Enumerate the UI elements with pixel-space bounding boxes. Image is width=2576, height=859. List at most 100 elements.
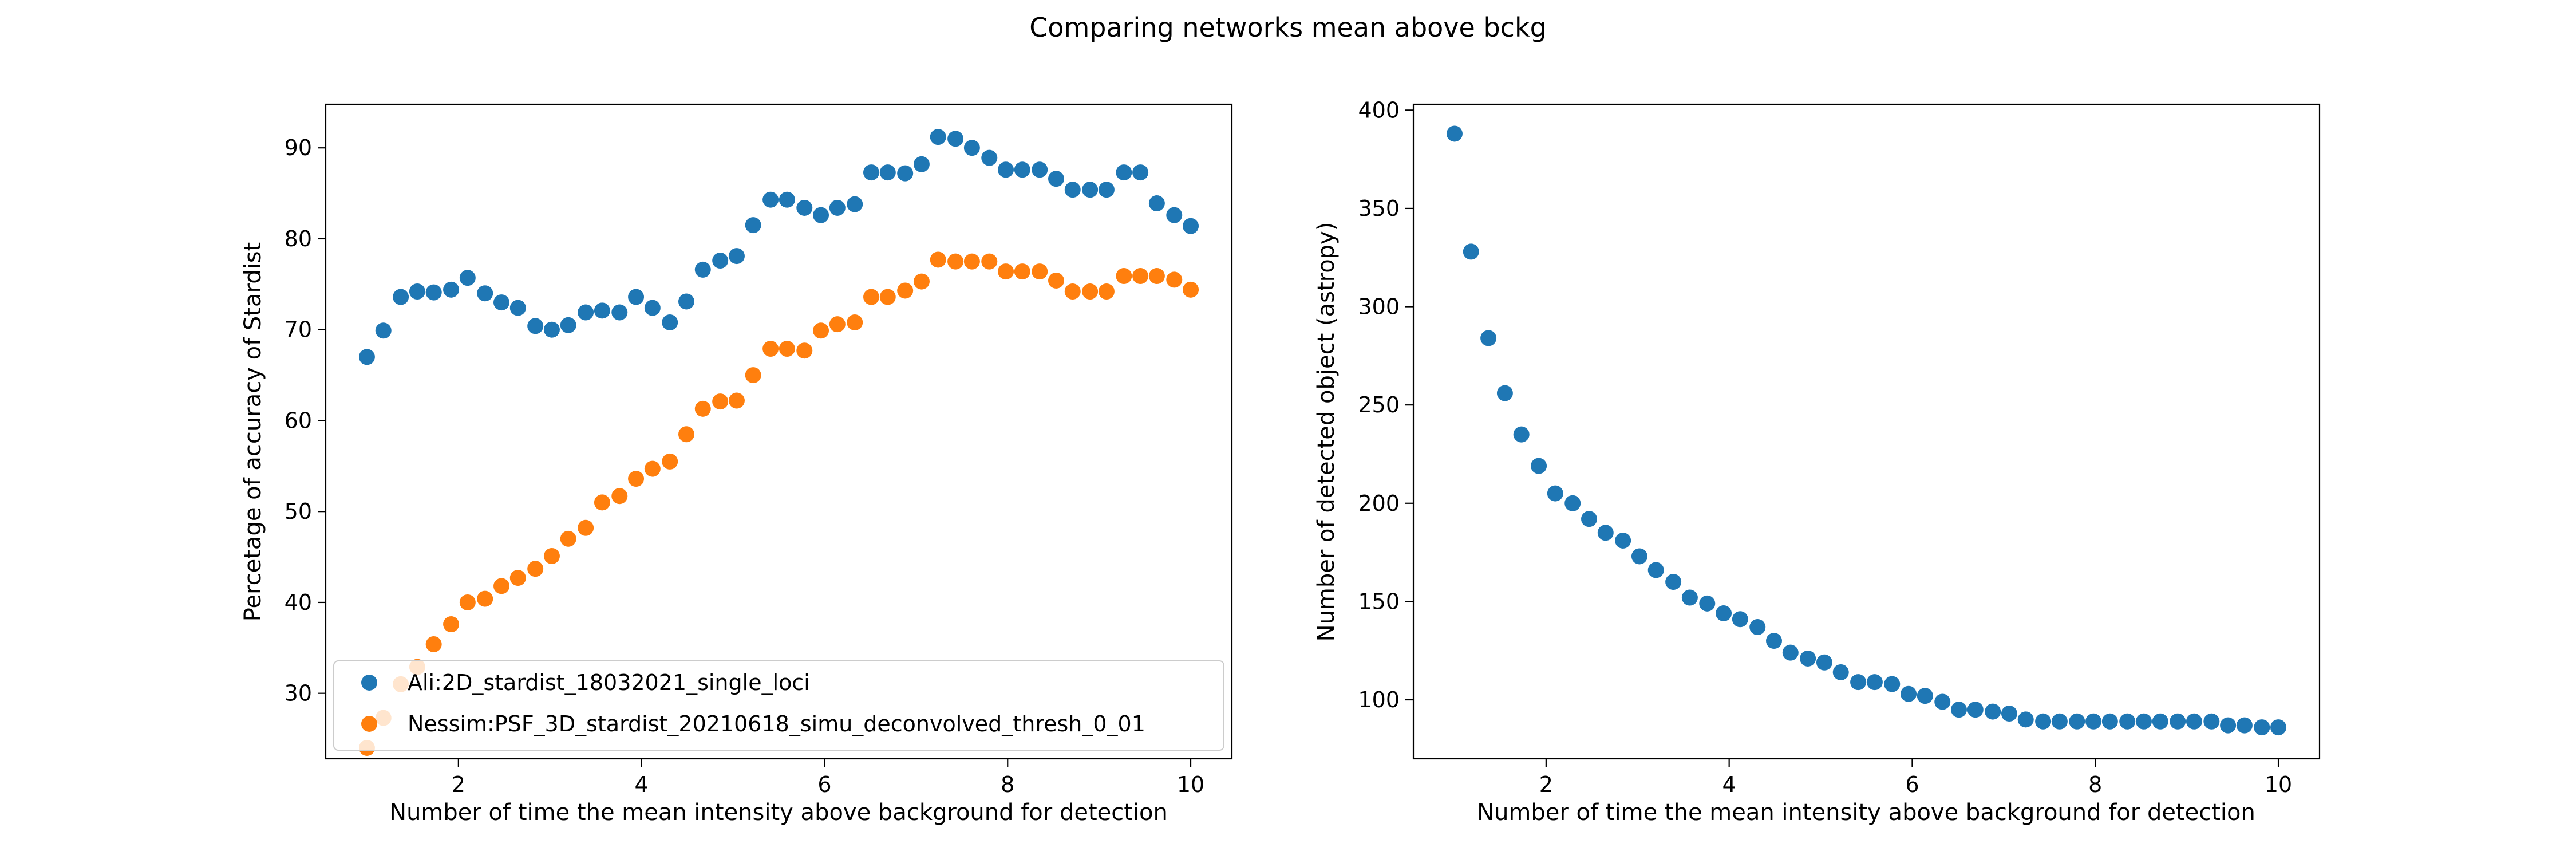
accuracy-series-0-point (1183, 218, 1199, 234)
accuracy-series-1-point (813, 322, 829, 339)
accuracy-series-0-point (947, 131, 964, 147)
accuracy-series-0-point (425, 284, 442, 301)
detection-series-0-point (1647, 562, 1664, 578)
detection-series-0-point (1631, 548, 1647, 565)
detection-series-0-point (1985, 703, 2001, 720)
accuracy-series-1-point (493, 578, 510, 594)
detection-series-0-point (1934, 693, 1951, 710)
accuracy-series-0-point (762, 191, 779, 208)
detection-y-axis-label: Number of detected object (astropy) (1313, 222, 1340, 642)
accuracy-series-0-point (1048, 171, 1064, 187)
accuracy-series-0-point (493, 294, 510, 311)
accuracy-series-1-point (611, 488, 628, 505)
accuracy-legend: Ali:2D_stardist_18032021_single_loci Nes… (333, 660, 1224, 751)
detection-series-0-point (1884, 676, 1901, 692)
accuracy-series-0-point (813, 207, 829, 223)
accuracy-series-1-point (644, 460, 661, 477)
accuracy-series-0-point (662, 314, 678, 330)
detection-x-tick-label: 4 (1722, 772, 1736, 797)
accuracy-series-1-point (594, 494, 610, 511)
detection-series-0-point (1446, 125, 1463, 142)
accuracy-series-0-point (1098, 182, 1115, 198)
accuracy-series-1-point (1082, 283, 1099, 300)
detection-series-0-point (2051, 713, 2068, 730)
detection-series-0-point (2101, 713, 2118, 730)
accuracy-y-tick-label: 50 (285, 499, 312, 524)
detection-series-0-point (1766, 633, 1783, 649)
accuracy-y-tick-label: 40 (285, 590, 312, 615)
detection-series-0-point (2152, 713, 2168, 730)
accuracy-series-0-point (358, 349, 375, 365)
accuracy-series-0-point (879, 164, 896, 181)
accuracy-series-1-point (981, 253, 998, 270)
accuracy-series-0-point (745, 217, 761, 234)
accuracy-series-1-point (879, 289, 896, 305)
accuracy-series-0-point (796, 199, 813, 216)
detection-series-0-point (2001, 706, 2017, 722)
accuracy-plot-frame (325, 103, 1233, 760)
accuracy-series-0-point (963, 140, 980, 156)
accuracy-series-1-point (930, 251, 946, 268)
accuracy-series-1-point (694, 400, 711, 417)
legend-marker-ali (361, 675, 377, 691)
accuracy-series-0-point (375, 322, 392, 339)
accuracy-series-1-point (678, 426, 695, 443)
detection-series-0-point (2135, 713, 2152, 730)
accuracy-series-1-point (1064, 283, 1081, 300)
accuracy-series-1-point (425, 636, 442, 652)
detection-series-0-point (1866, 674, 1883, 691)
detection-x-tick-label: 2 (1539, 772, 1553, 797)
detection-scatter-marks (1446, 125, 2287, 736)
detection-series-0-point (2270, 719, 2287, 736)
detection-series-0-point (1513, 426, 1530, 443)
accuracy-series-1-point (963, 253, 980, 270)
detection-series-0-point (1665, 574, 1682, 590)
detection-series-0-point (1480, 330, 1497, 346)
detection-series-0-point (1732, 611, 1748, 628)
detection-series-0-point (1547, 485, 1563, 502)
accuracy-series-0-point (998, 161, 1014, 178)
accuracy-series-1-point (1132, 268, 1149, 285)
detection-series-0-point (1850, 674, 1867, 691)
accuracy-series-0-point (1064, 182, 1081, 198)
accuracy-y-tick-label: 80 (285, 226, 312, 251)
accuracy-series-1-point (578, 519, 594, 536)
detection-y-tick-label: 400 (1358, 97, 1400, 123)
accuracy-series-0-point (678, 293, 695, 310)
accuracy-series-1-point (628, 471, 645, 487)
accuracy-series-0-point (628, 289, 645, 305)
accuracy-series-1-point (1048, 272, 1064, 289)
detection-series-0-point (1967, 702, 1984, 718)
accuracy-series-0-point (393, 289, 409, 305)
accuracy-series-0-point (930, 129, 946, 145)
detection-series-0-point (1716, 605, 1732, 621)
accuracy-y-tick-label: 90 (285, 135, 312, 160)
accuracy-series-0-point (1148, 195, 1165, 212)
accuracy-y-axis-label: Percetage of accuracy of Stardist (240, 242, 266, 621)
accuracy-series-1-point (477, 590, 493, 607)
detection-series-0-point (2170, 713, 2186, 730)
accuracy-series-0-point (644, 300, 661, 316)
accuracy-x-tick-label: 4 (635, 772, 649, 797)
accuracy-series-0-point (611, 304, 628, 321)
accuracy-series-0-point (443, 281, 460, 298)
accuracy-series-1-point (796, 342, 813, 359)
detection-y-tick-label: 350 (1358, 196, 1400, 221)
accuracy-series-1-point (662, 453, 678, 470)
accuracy-series-0-point (897, 165, 914, 182)
accuracy-series-1-point (762, 341, 779, 357)
detection-y-tick-label: 250 (1358, 392, 1400, 417)
detection-x-tick-label: 10 (2265, 772, 2292, 797)
figure-title: Comparing networks mean above bckg (1029, 12, 1547, 43)
detection-series-0-point (2254, 719, 2270, 736)
detection-series-0-point (1681, 589, 1698, 606)
accuracy-series-0-point (527, 318, 544, 334)
detection-x-axis-label: Number of time the mean intensity above … (1477, 799, 2255, 826)
accuracy-series-0-point (847, 196, 863, 212)
accuracy-series-1-point (947, 253, 964, 270)
accuracy-series-1-point (1166, 271, 1183, 288)
detection-series-0-point (1496, 385, 1513, 401)
accuracy-series-1-point (543, 547, 560, 564)
accuracy-series-0-point (1116, 164, 1132, 181)
detection-series-0-point (1581, 511, 1598, 527)
